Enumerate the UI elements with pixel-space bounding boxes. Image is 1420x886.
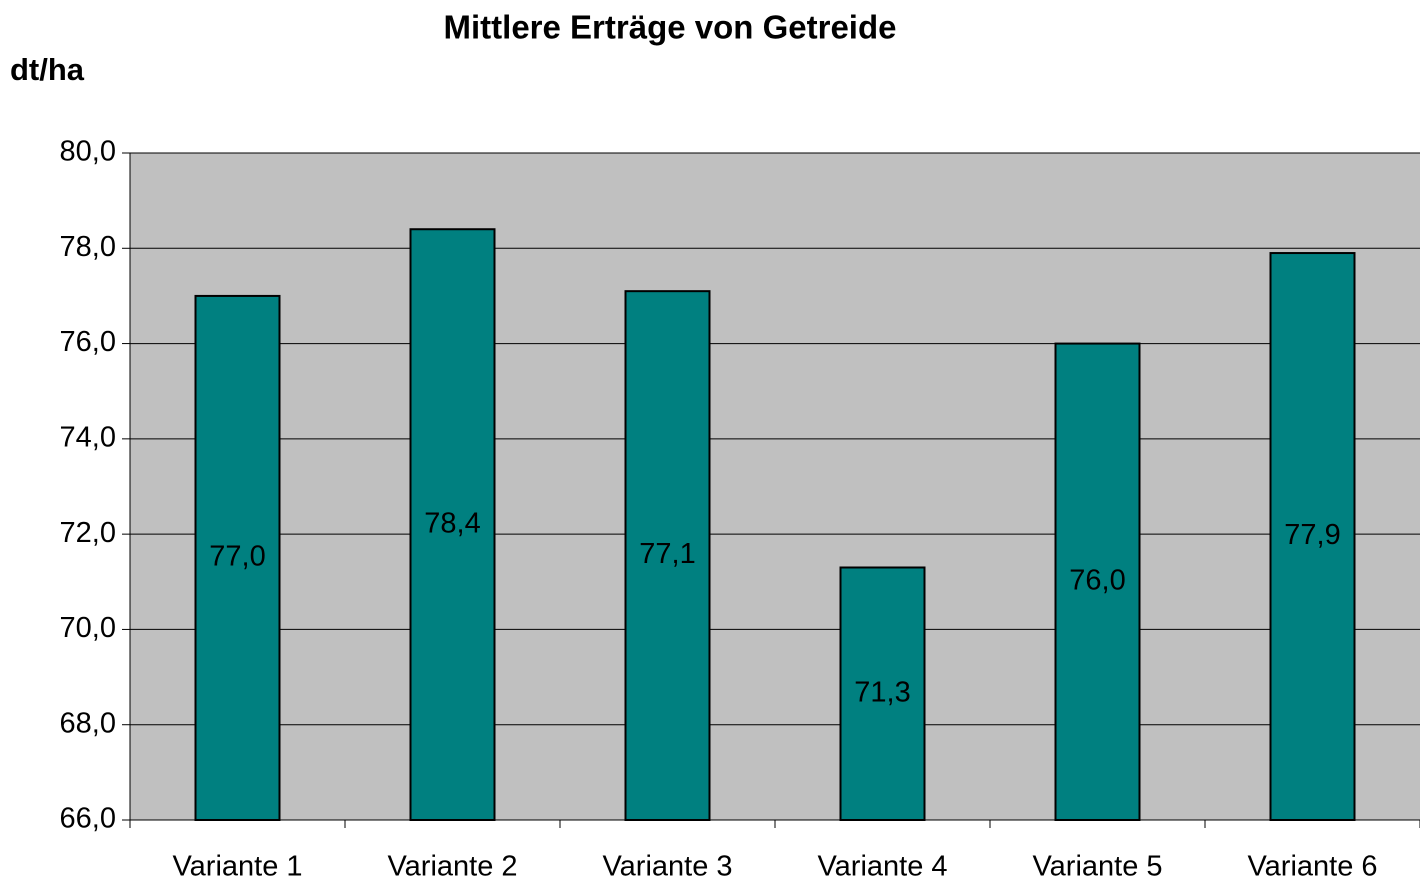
data-label: 77,0 xyxy=(209,541,265,573)
data-label: 77,9 xyxy=(1284,519,1340,551)
data-label: 77,1 xyxy=(639,538,695,570)
data-label: 76,0 xyxy=(1069,564,1125,596)
y-tick-label: 66,0 xyxy=(60,803,116,835)
x-tick-label: Variante 5 xyxy=(1032,851,1162,883)
data-label: 71,3 xyxy=(854,676,910,708)
y-tick-label: 78,0 xyxy=(60,231,116,263)
x-tick-label: Variante 4 xyxy=(817,851,947,883)
x-tick-label: Variante 1 xyxy=(172,851,302,883)
bar xyxy=(624,290,711,821)
data-label: 78,4 xyxy=(424,507,480,539)
bar xyxy=(194,294,281,821)
bar xyxy=(1269,252,1356,822)
x-tick-label: Variante 6 xyxy=(1247,851,1377,883)
y-tick-label: 76,0 xyxy=(60,326,116,358)
x-tick-label: Variante 2 xyxy=(387,851,517,883)
y-tick-label: 72,0 xyxy=(60,517,116,549)
plot-area xyxy=(130,153,1420,820)
bar xyxy=(839,566,926,821)
y-axis-label: dt/ha xyxy=(10,52,85,87)
y-tick-label: 74,0 xyxy=(60,422,116,454)
bar xyxy=(409,228,496,821)
x-tick-label: Variante 3 xyxy=(602,851,732,883)
y-tick-label: 68,0 xyxy=(60,707,116,739)
bar xyxy=(1054,342,1141,821)
chart-title: Mittlere Erträge von Getreide xyxy=(444,9,897,46)
y-tick-label: 80,0 xyxy=(60,136,116,168)
y-tick-label: 70,0 xyxy=(60,612,116,644)
